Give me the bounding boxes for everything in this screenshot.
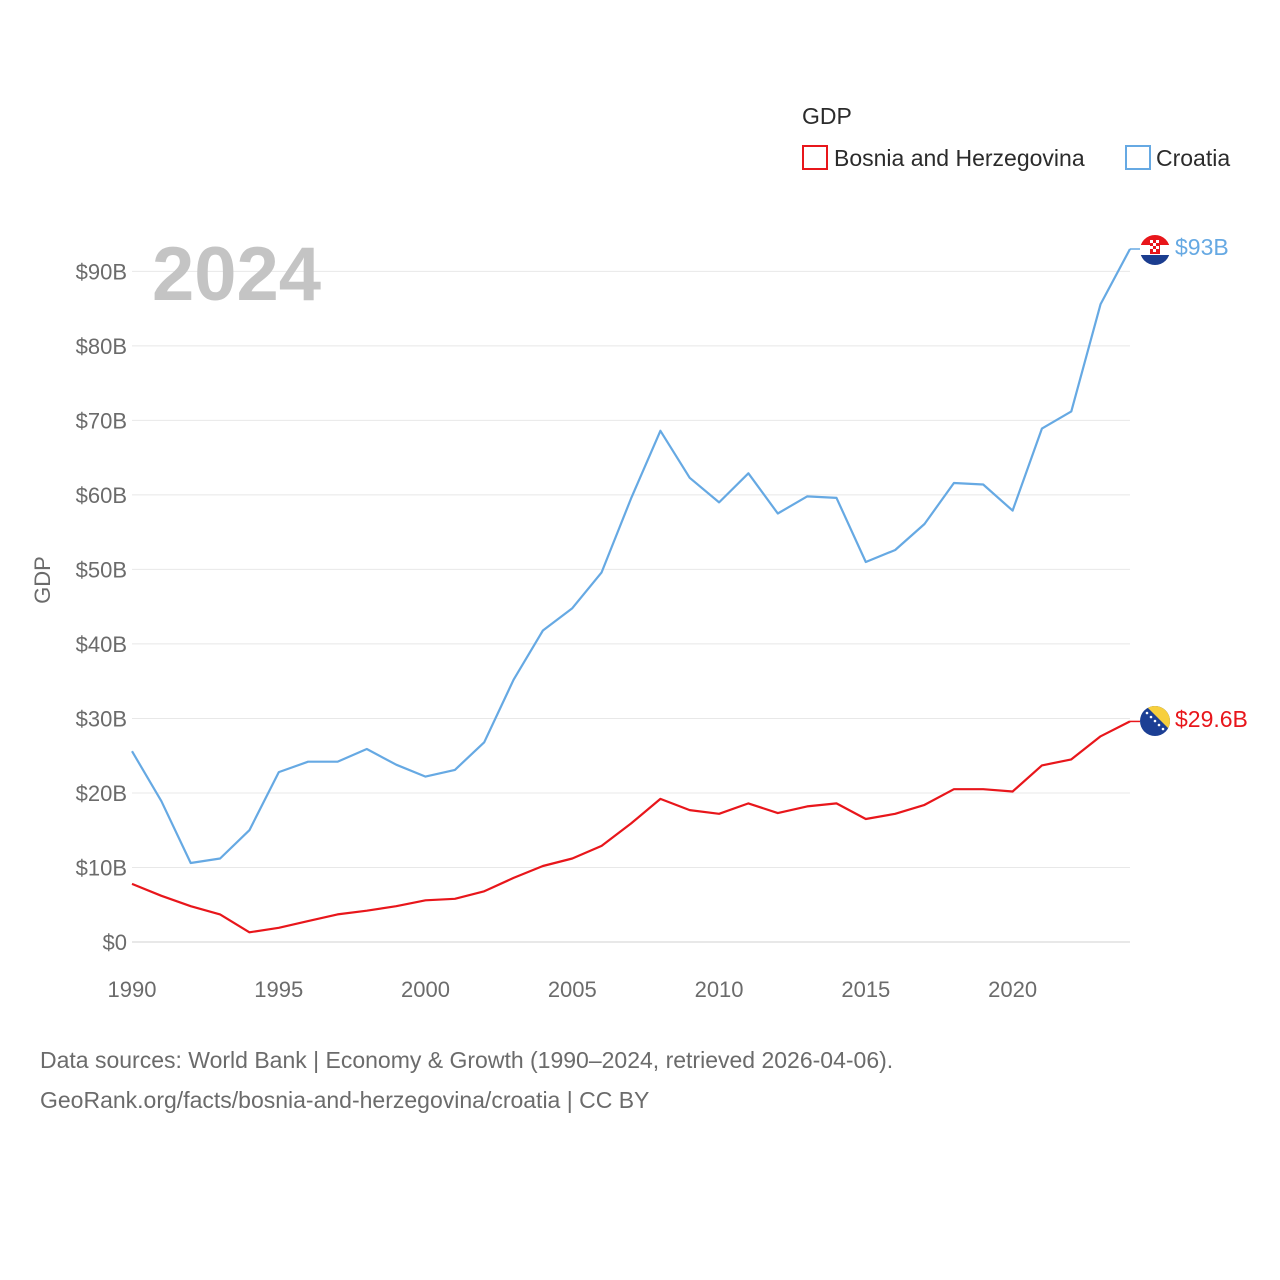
y-tick-label: $60B bbox=[76, 483, 127, 508]
x-tick-label: 1990 bbox=[108, 977, 157, 1002]
y-tick-label: $50B bbox=[76, 557, 127, 582]
gridlines bbox=[132, 270, 1130, 943]
y-tick-label: $30B bbox=[76, 706, 127, 731]
bosnia-flag-icon bbox=[1140, 706, 1170, 736]
series-lines bbox=[131, 248, 1140, 934]
x-tick-label: 1995 bbox=[254, 977, 303, 1002]
legend-swatch-bosnia bbox=[802, 145, 828, 170]
footer-sources: Data sources: World Bank | Economy & Gro… bbox=[40, 1047, 894, 1073]
croatia-end-label: $93B bbox=[1175, 234, 1229, 260]
y-tick-label: $40B bbox=[76, 632, 127, 657]
x-tick-label: 2005 bbox=[548, 977, 597, 1002]
gdp-line-chart: $0 $10B $20B $30B $40B $50B $60B $70B $80B $90B 1… bbox=[30, 103, 1248, 1002]
y-tick-label: $90B bbox=[76, 259, 127, 284]
x-tick-label: 2000 bbox=[401, 977, 450, 1002]
legend: GDP Bosnia and Herzegovina Croatia bbox=[802, 103, 1230, 171]
x-tick-label: 2020 bbox=[988, 977, 1037, 1002]
y-tick-label: $80B bbox=[76, 334, 127, 359]
footer: Data sources: World Bank | Economy & Gro… bbox=[40, 1040, 893, 1120]
y-axis-ticks: $0 $10B $20B $30B $40B $50B $60B $70B $80B $90B bbox=[76, 259, 127, 955]
bosnia-end-label: $29.6B bbox=[1175, 706, 1248, 732]
croatia-flag-icon bbox=[1140, 235, 1170, 265]
y-tick-label: $0 bbox=[103, 930, 127, 955]
y-tick-label: $20B bbox=[76, 781, 127, 806]
legend-swatch-croatia bbox=[1125, 145, 1151, 170]
x-tick-label: 2015 bbox=[841, 977, 890, 1002]
x-tick-label: 2010 bbox=[695, 977, 744, 1002]
y-tick-label: $70B bbox=[76, 408, 127, 433]
y-tick-label: $10B bbox=[76, 855, 127, 880]
legend-title: GDP bbox=[802, 103, 852, 129]
legend-label-croatia: Croatia bbox=[1156, 145, 1230, 171]
series-line-croatia bbox=[131, 248, 1131, 865]
y-axis-title: GDP bbox=[30, 556, 55, 604]
year-label: 2024 bbox=[152, 232, 321, 317]
series-line-bosnia bbox=[131, 720, 1131, 934]
legend-label-bosnia: Bosnia and Herzegovina bbox=[834, 145, 1085, 171]
footer-link[interactable]: GeoRank.org/facts/bosnia-and-herzegovina… bbox=[40, 1087, 650, 1113]
x-axis-ticks: 1990 1995 2000 2005 2010 2015 2020 bbox=[108, 977, 1038, 1002]
